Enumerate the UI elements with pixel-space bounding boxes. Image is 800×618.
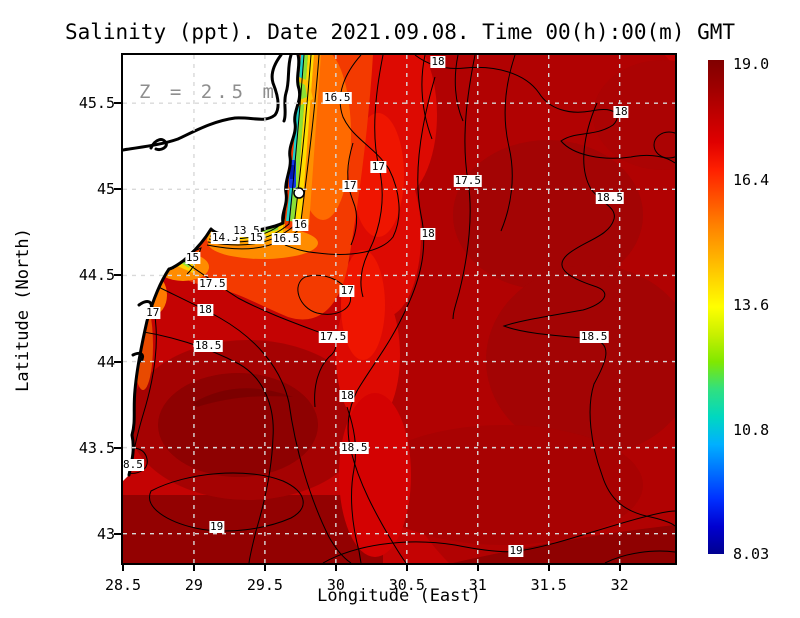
x-tick-label: 29 [184,576,203,594]
y-tick-label: 44.5 [78,266,115,285]
y-axis-label: Latitude (North) [13,228,33,392]
x-axis-label: Longitude (East) [317,586,481,606]
y-tick-label: 44 [96,352,115,371]
x-tick-label: 31.5 [530,576,567,594]
colorbar-tick-label: 19.0 [733,55,770,73]
y-tick-label: 45.5 [78,94,115,113]
colorbar-tick-label: 8.03 [733,545,770,563]
x-tickmark [334,565,337,571]
x-tickmark [263,565,266,571]
gridlines [123,55,675,563]
y-tick-label: 43.5 [78,438,115,457]
y-tickmark [114,188,121,191]
x-tickmark [476,565,479,571]
x-tickmark [122,565,124,571]
x-tick-label: 29.5 [246,576,283,594]
chart-title: Salinity (ppt). Date 2021.09.08. Time 00… [64,20,736,44]
y-tick-label: 43 [96,524,115,543]
x-tick-label: 28.5 [104,576,142,594]
y-tickmark [114,274,121,277]
colorbar-tick-label: 16.4 [733,171,770,190]
x-tickmark [405,565,408,571]
colorbar [708,60,724,554]
x-tickmark [547,565,550,571]
x-tick-label: 30.5 [388,576,425,594]
x-tickmark [618,565,621,571]
colorbar-tick-label: 13.6 [733,296,770,315]
x-tickmark [192,565,195,571]
y-tickmark [114,446,121,449]
map-plot-area [121,53,677,565]
y-tickmark [114,102,121,105]
x-tick-label: 32 [610,576,629,594]
colorbar-tick-label: 10.8 [733,421,770,440]
x-tick-label: 30 [326,576,345,594]
y-tickmark [114,532,121,535]
coastal-islet [293,187,305,199]
salinity-field-canvas [123,55,675,563]
y-tickmark [114,360,121,363]
y-tick-label: 45 [96,180,115,199]
x-tick-label: 31 [468,576,487,594]
